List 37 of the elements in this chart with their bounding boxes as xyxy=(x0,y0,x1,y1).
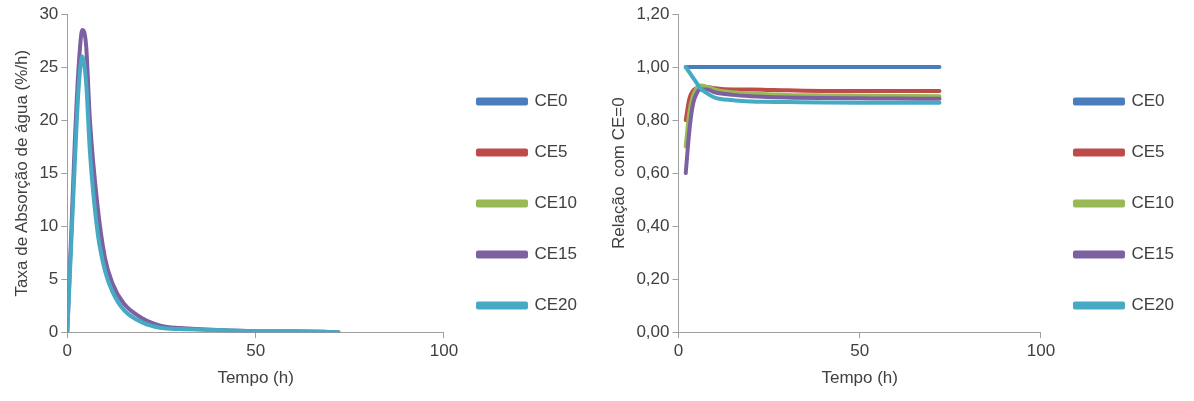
legend-label: CE0 xyxy=(1131,91,1165,111)
x-axis-title: Tempo (h) xyxy=(821,368,898,388)
line-series xyxy=(683,65,942,105)
legend-label: CE10 xyxy=(534,193,578,213)
y-tick-label: 25 xyxy=(39,56,59,76)
y-tick-label: 1,20 xyxy=(636,3,670,23)
legend-label: CE15 xyxy=(534,244,578,264)
legend-label: CE15 xyxy=(1131,244,1175,264)
x-tick-label: 100 xyxy=(429,341,459,361)
legend-label: CE20 xyxy=(1131,295,1175,315)
line-series xyxy=(683,87,942,176)
y-tick-label: 0 xyxy=(48,321,59,341)
legend-label: CE5 xyxy=(534,142,568,162)
legend-label: CE10 xyxy=(1131,193,1175,213)
x-tick-label: 100 xyxy=(1026,341,1056,361)
legend-label: CE5 xyxy=(1131,142,1165,162)
x-tick-label: 0 xyxy=(673,341,684,361)
y-tick-label: 1,00 xyxy=(636,56,670,76)
x-tick-label: 50 xyxy=(850,341,870,361)
x-tick-label: 50 xyxy=(246,341,266,361)
y-tick-label: 0,80 xyxy=(636,109,670,129)
y-tick-label: 30 xyxy=(39,3,59,23)
y-axis-title: Taxa de Absorção de água (%/h) xyxy=(11,49,31,297)
y-tick-label: 10 xyxy=(39,215,59,235)
legend-label: CE0 xyxy=(534,91,568,111)
y-tick-label: 0,40 xyxy=(636,215,670,235)
y-tick-label: 20 xyxy=(39,109,59,129)
y-tick-label: 15 xyxy=(39,162,59,182)
line-series xyxy=(683,83,942,149)
y-tick-label: 0,60 xyxy=(636,162,670,182)
x-axis-title: Tempo (h) xyxy=(217,368,294,388)
y-tick-label: 5 xyxy=(48,268,59,288)
legend-label: CE20 xyxy=(534,295,578,315)
y-axis-title: Relação com CE=0 xyxy=(608,97,628,249)
y-tick-label: 0,20 xyxy=(636,268,670,288)
x-tick-label: 0 xyxy=(62,341,73,361)
y-tick-label: 0,00 xyxy=(636,321,670,341)
